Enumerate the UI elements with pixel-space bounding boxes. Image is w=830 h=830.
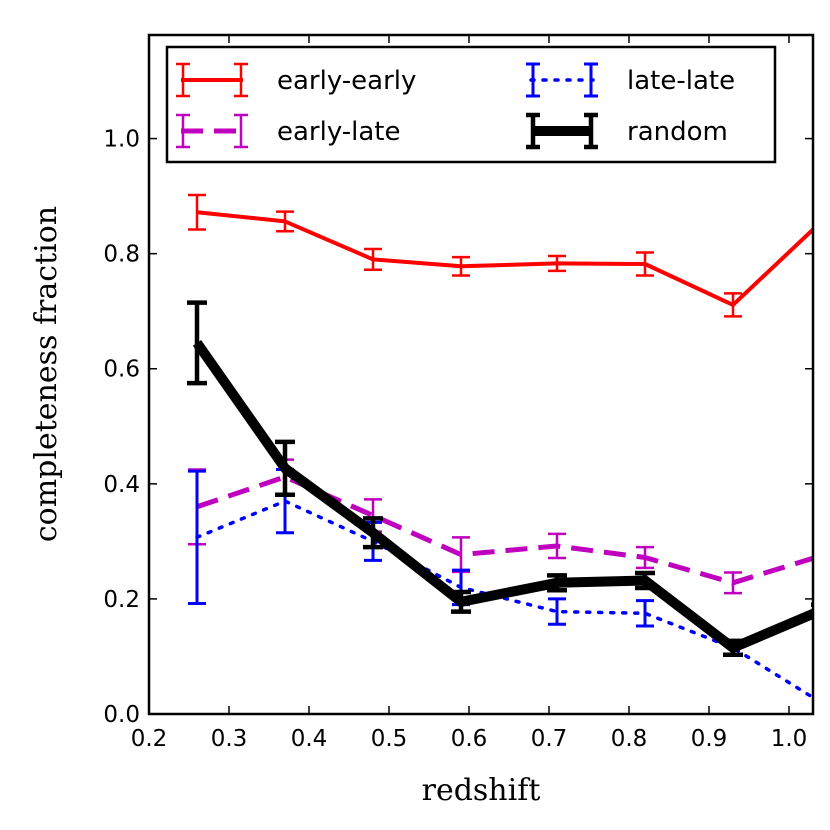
- legend-label: early-late: [277, 117, 401, 147]
- y-tick-label: 0.4: [103, 472, 140, 498]
- y-axis-label: completeness fraction: [29, 206, 64, 542]
- x-tick-label: 0.4: [291, 726, 328, 752]
- series-early-early: [188, 193, 813, 318]
- legend-box: [165, 45, 777, 164]
- error-bar-random: [635, 570, 655, 591]
- error-bar-random: [547, 573, 567, 593]
- error-bar-early-early: [364, 247, 382, 272]
- legend-label: early-early: [277, 66, 416, 96]
- error-bar-random: [363, 516, 383, 550]
- x-tick-label: 0.9: [691, 726, 728, 752]
- error-bar-early-late: [548, 532, 566, 560]
- error-bar-early-early: [188, 193, 206, 231]
- error-bar-random: [723, 638, 743, 657]
- plot-frame: [147, 33, 815, 716]
- legend-entry-early-early: early-early: [176, 62, 416, 98]
- x-tick-label: 0.6: [451, 726, 488, 752]
- error-bar-early-late: [724, 571, 742, 595]
- error-bar-early-late: [636, 545, 654, 570]
- legend-entry-late-late: late-late: [526, 62, 735, 98]
- tick-layer: 0.2 0.3 0.4 0.5 0.6 0.7 0.8 0.9 1.00.00.20.40.60…: [103, 35, 813, 752]
- error-bar-random: [451, 589, 471, 614]
- x-tick-label: 0.5: [371, 726, 408, 752]
- error-bar-early-early: [636, 251, 654, 277]
- legend: early-early early-late late-late random: [165, 45, 777, 164]
- x-tick-label: 1.0: [771, 726, 808, 752]
- x-axis-label: redshift: [422, 773, 541, 808]
- series-line-late-late: [195, 499, 813, 700]
- y-tick-label: 0.2: [103, 587, 140, 613]
- error-bar-early-early: [548, 254, 566, 273]
- legend-entry-random: random: [526, 112, 728, 150]
- series-line-early-early: [196, 210, 813, 307]
- legend-entry-early-late: early-late: [176, 113, 401, 149]
- error-bar-late-late: [636, 599, 654, 628]
- series-line-random: [192, 340, 813, 653]
- x-tick-label: 0.3: [211, 726, 248, 752]
- legend-label: late-late: [627, 66, 735, 96]
- legend-label: random: [627, 117, 728, 147]
- series-layer: [187, 193, 813, 710]
- y-tick-label: 0.0: [103, 702, 140, 728]
- error-bar-random: [187, 300, 207, 386]
- x-tick-label: 0.7: [531, 726, 568, 752]
- error-bar-early-early: [724, 292, 742, 318]
- y-tick-label: 1.0: [103, 127, 140, 153]
- error-bar-late-late: [188, 469, 206, 606]
- error-bar-random: [275, 439, 295, 498]
- error-bar-early-early: [452, 255, 470, 277]
- error-bar-early-early: [276, 210, 294, 233]
- error-bar-late-late: [548, 597, 566, 626]
- series-random: [187, 300, 813, 657]
- y-tick-label: 0.8: [103, 242, 140, 268]
- x-tick-label: 0.2: [131, 726, 168, 752]
- x-tick-label: 0.8: [611, 726, 648, 752]
- y-tick-label: 0.6: [103, 357, 140, 383]
